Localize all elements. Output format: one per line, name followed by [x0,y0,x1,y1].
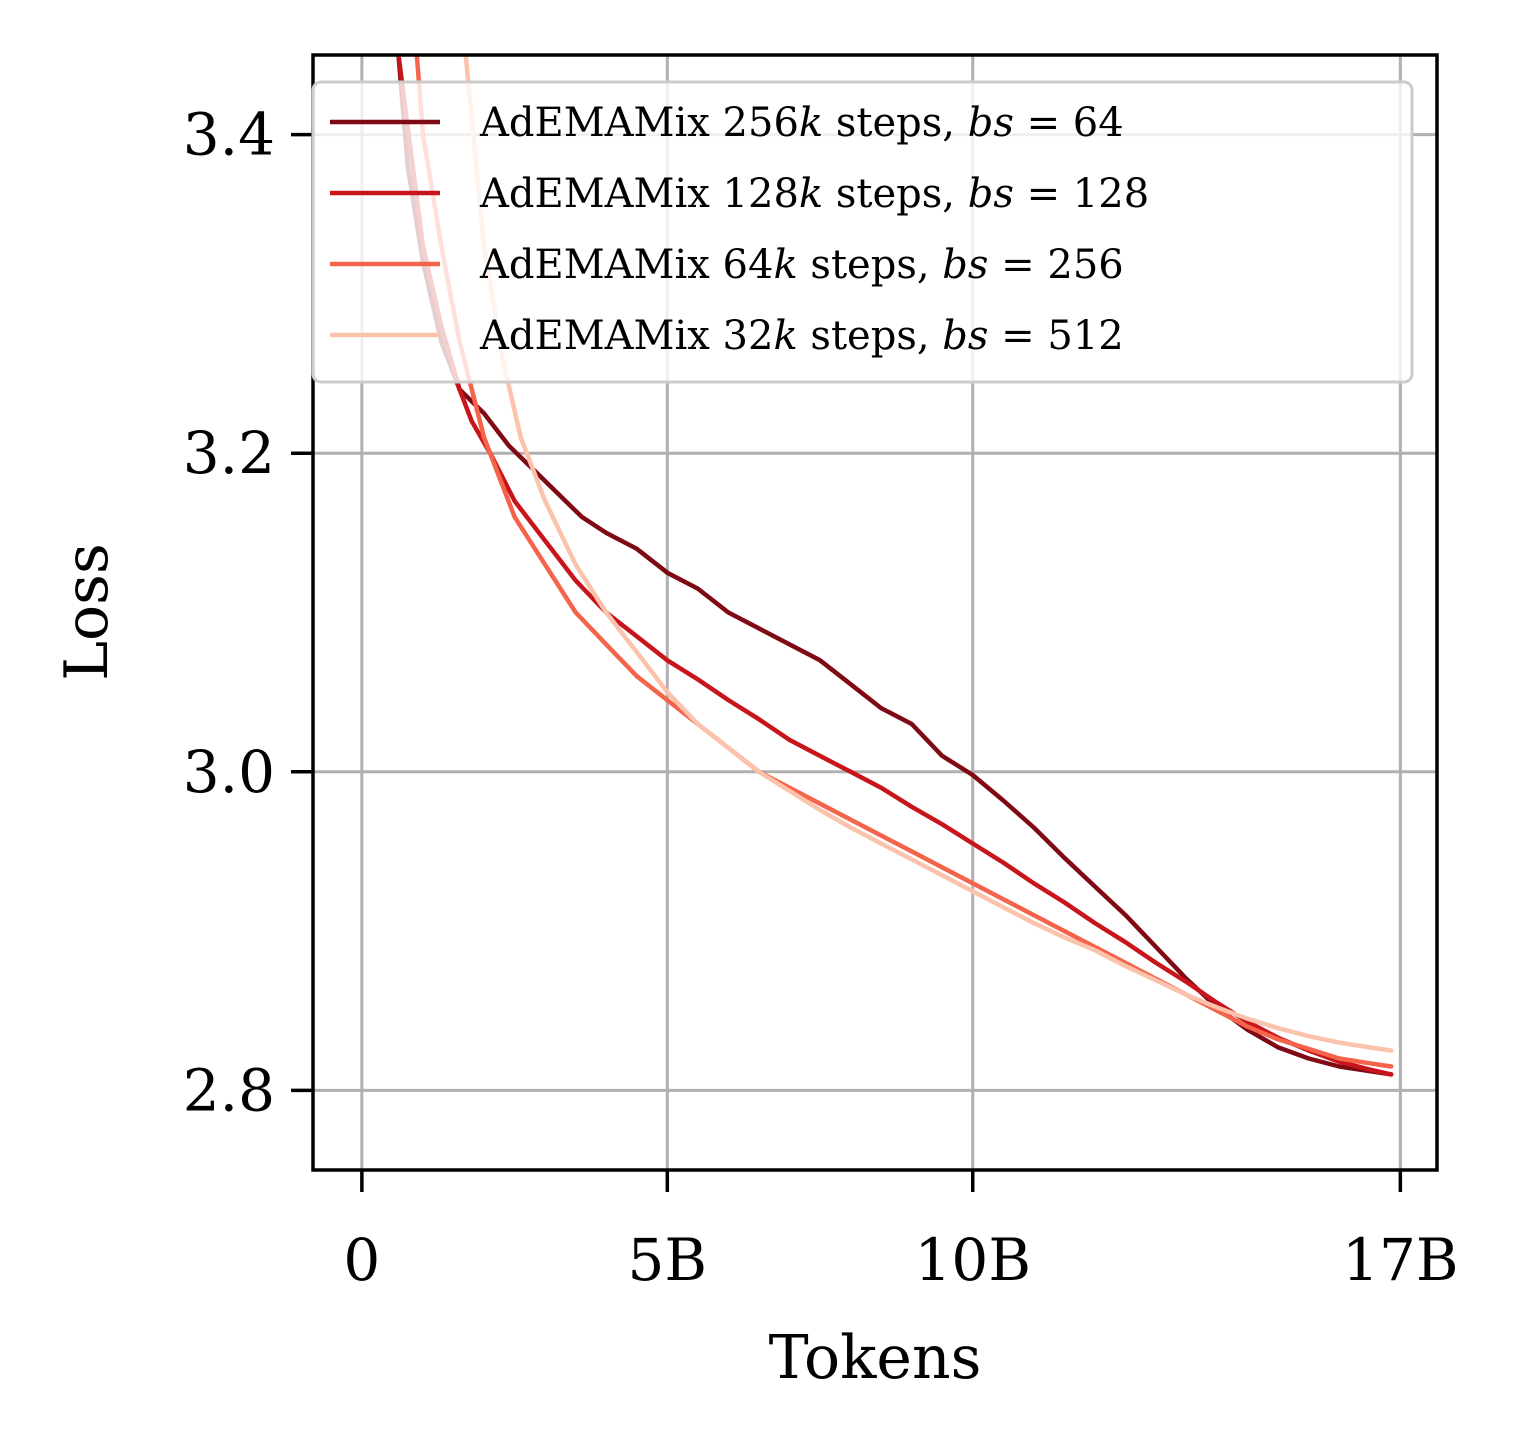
y-tick-label: 2.8 [183,1056,275,1124]
legend-text-part: bs [968,100,1014,146]
legend-text-part: k [799,171,823,217]
legend-text-part: = 512 [988,313,1123,359]
y-tick-label: 3.4 [183,101,275,169]
legend-text-part: k [799,100,823,146]
legend-text-part: k [773,313,797,359]
x-tick-label: 0 [343,1226,380,1294]
legend-text-part: = 64 [1014,100,1124,146]
series-lines [396,55,1394,1077]
legend-text-part: AdEMAMix 256 [479,100,799,146]
y-axis-title: Loss [52,543,122,681]
legend-text-part: = 128 [1014,171,1149,217]
legend-entry: AdEMAMix 32k steps, bs = 512 [479,313,1124,359]
legend-text-part: k [773,242,797,288]
legend-text-part: bs [942,242,988,288]
y-tick-label: 3.2 [183,419,275,487]
legend-text-part: steps, [798,242,943,288]
legend-text-part: AdEMAMix 128 [479,171,799,217]
legend-text-part: AdEMAMix 32 [479,313,773,359]
legend-box [311,80,1414,384]
series-line-3 [414,55,1394,1069]
legend-text-part: steps, [798,313,943,359]
legend-entry: AdEMAMix 128k steps, bs = 128 [479,171,1149,217]
x-tick-label: 10B [915,1226,1031,1294]
legend-text-part: bs [942,313,988,359]
legend-text-part: steps, [823,171,968,217]
x-tick-label: 5B [628,1226,708,1294]
legend-text-part: AdEMAMix 64 [479,242,773,288]
legend-text-part: = 256 [988,242,1123,288]
y-tick-label: 3.0 [183,738,275,806]
legend-entry: AdEMAMix 64k steps, bs = 256 [479,242,1124,288]
legend-text-part: bs [968,171,1014,217]
x-tick-label: 17B [1342,1226,1458,1294]
axis-ticks: 0 5B 10B 17B 2.8 3.0 3.2 3.4 [183,101,1459,1294]
plot-frame [311,53,1439,1172]
legend-entry: AdEMAMix 256k steps, bs = 64 [479,100,1124,146]
legend-text-part: steps, [823,100,968,146]
series-line-4 [463,55,1394,1053]
x-axis-title: Tokens [769,1323,982,1393]
